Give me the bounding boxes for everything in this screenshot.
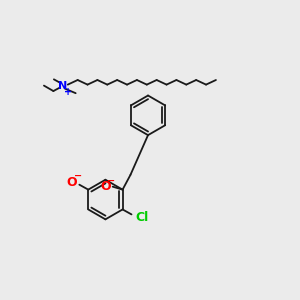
Text: +: +: [64, 86, 72, 97]
Text: O: O: [100, 180, 111, 193]
Text: Cl: Cl: [136, 211, 149, 224]
Text: −: −: [106, 176, 115, 186]
Text: O: O: [66, 176, 77, 189]
Text: −: −: [74, 171, 83, 181]
Text: N: N: [58, 81, 68, 91]
